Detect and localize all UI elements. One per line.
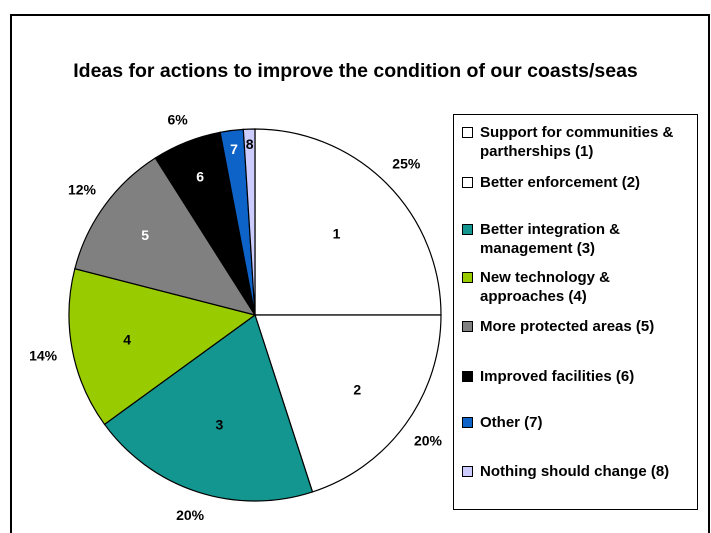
slice-label-8: 8 — [246, 136, 254, 152]
legend-swatch-8 — [462, 466, 473, 477]
slice-percent-3: 20% — [176, 507, 205, 523]
slice-label-5: 5 — [141, 227, 149, 243]
pie-slice-1 — [254, 128, 442, 316]
slice-percent-4: 14% — [29, 347, 58, 363]
slice-percent-6: 6% — [167, 112, 188, 128]
legend-label-2: Better enforcement (2) — [480, 174, 641, 191]
slice-label-4: 4 — [123, 331, 131, 347]
legend-swatch-6 — [462, 371, 473, 382]
legend-label-3: Better integration & management (3) — [480, 221, 621, 257]
legend-swatch-5 — [462, 321, 473, 332]
slice-label-7: 7 — [230, 141, 238, 157]
slice-percent-2: 20% — [414, 433, 443, 449]
slice-label-2: 2 — [353, 381, 361, 397]
chart-title: Ideas for actions to improve the conditi… — [73, 60, 638, 82]
legend-label-7: Other (7) — [480, 414, 543, 431]
slice-label-3: 3 — [216, 417, 224, 433]
legend-swatch-3 — [462, 224, 473, 235]
legend-label-1: Support for communities & partherships (… — [480, 124, 674, 160]
pie-slice-4 — [68, 268, 257, 426]
pie-slice-8 — [242, 128, 256, 316]
legend-swatch-2 — [462, 177, 473, 188]
slice-percent-5: 12% — [68, 181, 97, 197]
slice-label-1: 1 — [333, 226, 341, 242]
chart-legend: Support for communities & partherships (… — [453, 114, 698, 510]
slice-percent-1: 25% — [392, 156, 421, 172]
chart-frame — [10, 14, 710, 533]
legend-swatch-7 — [462, 417, 473, 428]
legend-label-5: More protected areas (5) — [480, 318, 655, 335]
pie-slice-3 — [103, 314, 314, 502]
pie-slice-5 — [74, 157, 257, 316]
legend-label-6: Improved facilities (6) — [480, 368, 635, 385]
legend-swatch-1 — [462, 127, 473, 138]
slice-label-6: 6 — [196, 169, 204, 185]
pie-slice-2 — [254, 314, 442, 493]
legend-label-8: Nothing should change (8) — [480, 463, 670, 480]
legend-swatch-4 — [462, 272, 473, 283]
legend-label-4: New technology & approaches (4) — [480, 269, 611, 305]
